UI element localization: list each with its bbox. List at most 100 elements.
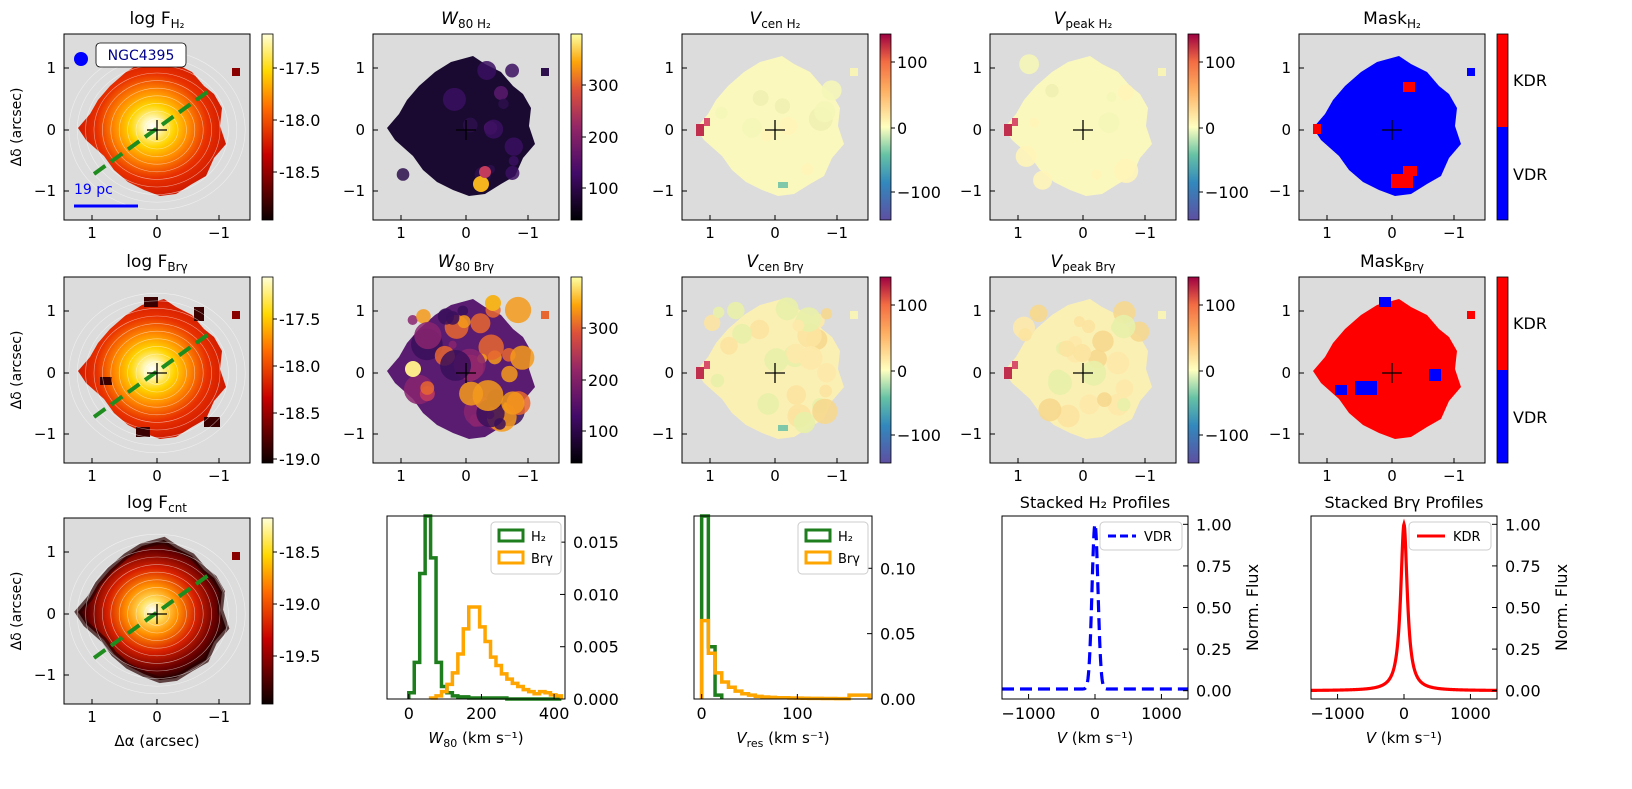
x-tick-label: −1	[826, 467, 848, 485]
x-tick-label: 0	[461, 467, 471, 485]
velocity-spot	[820, 308, 833, 320]
w80-spot	[504, 137, 523, 156]
legend-box	[1099, 521, 1183, 551]
x-tick-label: 400	[539, 704, 570, 723]
velocity-spot	[1038, 398, 1062, 422]
x-tick-label: 0	[152, 467, 162, 485]
panel-vpeak_h2: 1 0 −1 1 0 −1 100 0 −100 Vpeak H₂	[960, 9, 1249, 242]
x-tick-label: 100	[782, 704, 813, 723]
x-tick-label: 1	[1013, 224, 1023, 242]
velocity-spot	[1015, 145, 1037, 167]
y-tick-label: 0.010	[573, 585, 619, 604]
legend-swatch	[497, 550, 525, 565]
y-tick-label: 1	[664, 59, 674, 77]
legend-label: H₂	[531, 530, 546, 545]
colorbar-kdr	[1497, 277, 1508, 370]
y-tick-label: 0.005	[573, 638, 619, 657]
colorbar-tick-label: -19.0	[279, 595, 320, 614]
panel-title: log FBrγ	[126, 252, 187, 274]
axes-frame	[63, 517, 251, 705]
y-tick-label: 0.50	[1196, 599, 1232, 618]
velocity-spot	[814, 100, 836, 123]
axes-frame	[681, 276, 869, 464]
flux-pixel	[232, 552, 240, 560]
flux-contour	[102, 323, 212, 423]
y-tick-label: 1	[355, 59, 365, 77]
x-tick-label: −1	[208, 467, 230, 485]
panel-title: W80 H₂	[441, 9, 491, 31]
w80-spot	[470, 313, 491, 334]
y-tick-label: 0.00	[880, 690, 916, 709]
colorbar-gradient	[1188, 277, 1199, 463]
x-tick-label: −1000	[1311, 704, 1365, 723]
velocity-pixel	[778, 182, 788, 188]
velocity-spot	[1097, 392, 1112, 407]
x-tick-label: 1	[705, 224, 715, 242]
colorbar-frame	[1496, 33, 1509, 221]
velocity-spot	[786, 343, 806, 364]
panel-title: MaskH₂	[1363, 9, 1421, 31]
mask-patch-kdr	[1403, 166, 1417, 176]
velocity-pixel	[778, 425, 788, 431]
y-axis-label: Δδ (arcsec)	[9, 331, 25, 410]
mask-patch-vdr	[1335, 385, 1347, 395]
legend: KDR	[1408, 521, 1492, 551]
w80-pixel	[541, 311, 549, 319]
colorbar-tick-label: 100	[1205, 53, 1236, 72]
velocity-spot	[720, 336, 738, 355]
legend-box	[797, 521, 869, 575]
velocity-spot	[1079, 394, 1100, 415]
colorbar: 300 200 100	[570, 276, 619, 464]
velocity-spot	[1092, 330, 1114, 352]
flux-contour	[102, 564, 212, 664]
axes-frame	[372, 276, 560, 464]
velocity-spot	[1029, 304, 1048, 323]
panel-title: Vpeak H₂	[1054, 9, 1113, 31]
velocity-pixel	[850, 68, 858, 76]
velocity-spot	[764, 348, 789, 373]
w80-spot	[505, 63, 520, 78]
mask-region	[1313, 299, 1461, 439]
w80-spot	[457, 305, 469, 317]
velocity-spot	[801, 163, 814, 176]
legend-box	[490, 521, 562, 575]
w80-spot	[442, 87, 466, 111]
x-axis-label: V (km s⁻¹)	[1057, 729, 1134, 747]
colorbar-gradient	[571, 277, 582, 463]
velocity-spot	[1106, 351, 1130, 375]
velocity-spot	[1091, 169, 1102, 180]
colorbar-tick-label: -17.5	[279, 59, 320, 78]
y-tick-label: 0.50	[1505, 599, 1541, 618]
colorbar-tick-label: 100	[897, 296, 928, 315]
colorbar-vdr	[1497, 370, 1508, 463]
w80-spot	[478, 334, 504, 360]
panel-title: Vcen Brγ	[746, 252, 803, 274]
velocity-pixel	[1158, 68, 1166, 76]
colorbar: -18.5 -19.0 -19.5	[261, 517, 320, 705]
velocity-spot	[703, 314, 721, 331]
legend-swatch	[804, 528, 832, 543]
panel-vpeak_brg: 1 0 −1 1 0 −1 100 0 −100 Vpeak Brγ	[960, 252, 1249, 485]
flux-contour	[93, 556, 221, 672]
flux-patch	[144, 297, 158, 307]
y-tick-label: 0.10	[880, 559, 916, 578]
x-tick-label: 0	[770, 467, 780, 485]
x-tick-label: 1	[87, 224, 97, 242]
x-tick-label: 1000	[1450, 704, 1491, 723]
axes-frame	[1298, 276, 1486, 464]
velocity-pixel	[850, 311, 858, 319]
velocity-spot	[710, 373, 725, 388]
colorbar: KDR VDR	[1496, 33, 1547, 221]
y-tick-label: −1	[34, 182, 56, 200]
colorbar-tick-label: 100	[588, 422, 619, 441]
flux-contour	[118, 95, 196, 165]
y-tick-label: 0	[1281, 364, 1291, 382]
colorbar-tick-label: 100	[1205, 296, 1236, 315]
colorbar: 100 0 −100	[1187, 276, 1249, 464]
x-tick-label: 0	[1387, 467, 1397, 485]
velocity-spot	[1098, 112, 1120, 134]
flux-contour	[85, 549, 229, 679]
position-angle-line	[92, 572, 212, 660]
colorbar-tick-label: 100	[588, 179, 619, 198]
